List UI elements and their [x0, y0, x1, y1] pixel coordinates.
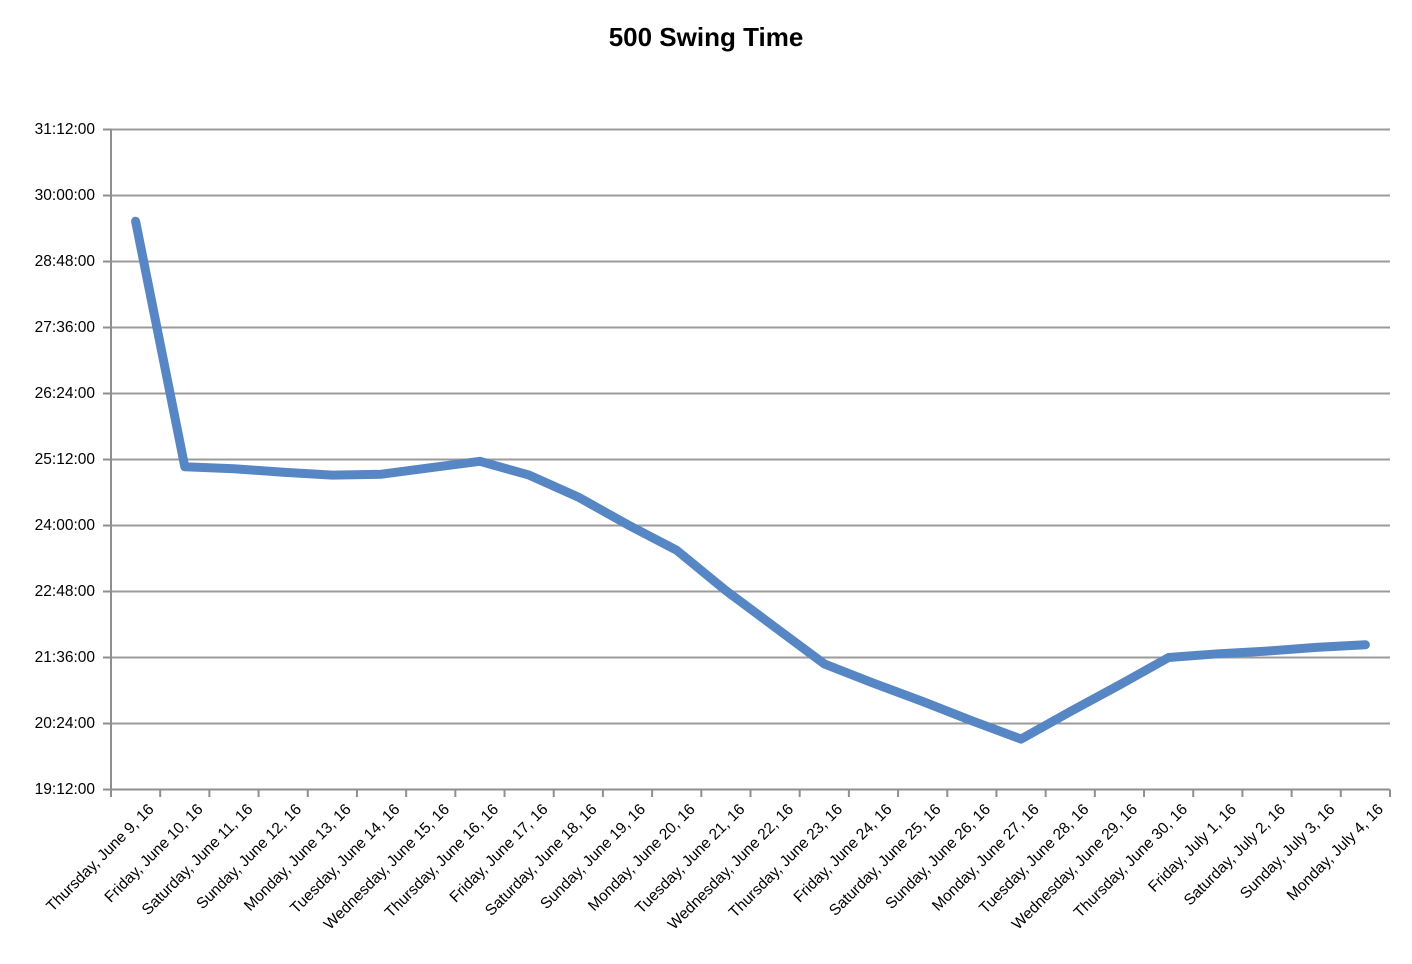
y-axis-tick-label: 26:24:00	[34, 384, 95, 402]
y-axis-tick-label: 25:12:00	[34, 450, 95, 468]
y-axis-tick-label: 30:00:00	[34, 186, 95, 204]
y-axis-tick-label: 24:00:00	[34, 516, 95, 534]
y-axis-tick-label: 31:12:00	[34, 120, 95, 138]
y-axis-tick-label: 21:36:00	[34, 648, 95, 666]
y-axis-tick-label: 19:12:00	[34, 780, 95, 798]
chart-title: 500 Swing Time	[608, 22, 804, 52]
y-axis-tick-label: 22:48:00	[34, 582, 95, 600]
y-axis-tick-label: 28:48:00	[34, 252, 95, 270]
y-axis-tick-label: 20:24:00	[34, 714, 95, 732]
data-series-line	[131, 216, 1370, 744]
y-axis-tick-label: 27:36:00	[34, 318, 95, 336]
